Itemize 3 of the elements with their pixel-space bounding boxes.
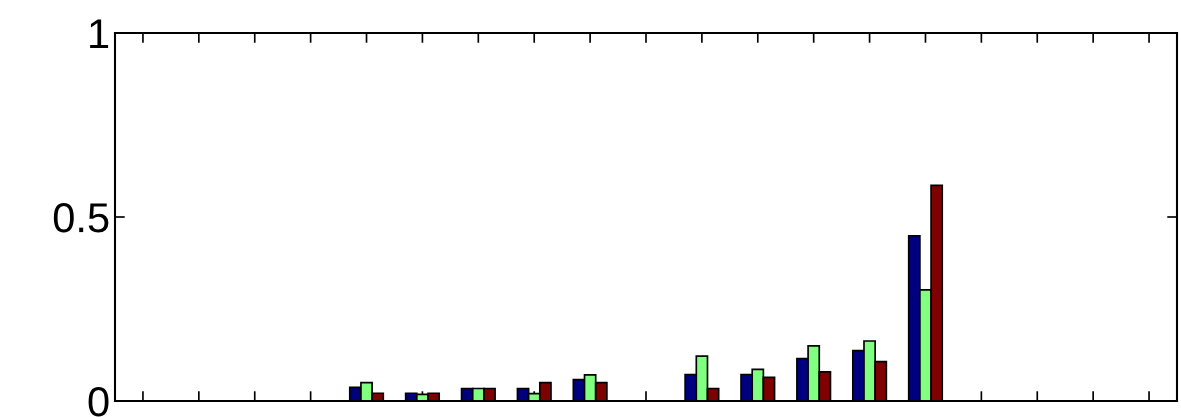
y-tick-label: 1 — [90, 19, 109, 49]
y-tick-label: 0 — [88, 387, 109, 417]
y-tick-label: 0.5 — [53, 203, 109, 233]
